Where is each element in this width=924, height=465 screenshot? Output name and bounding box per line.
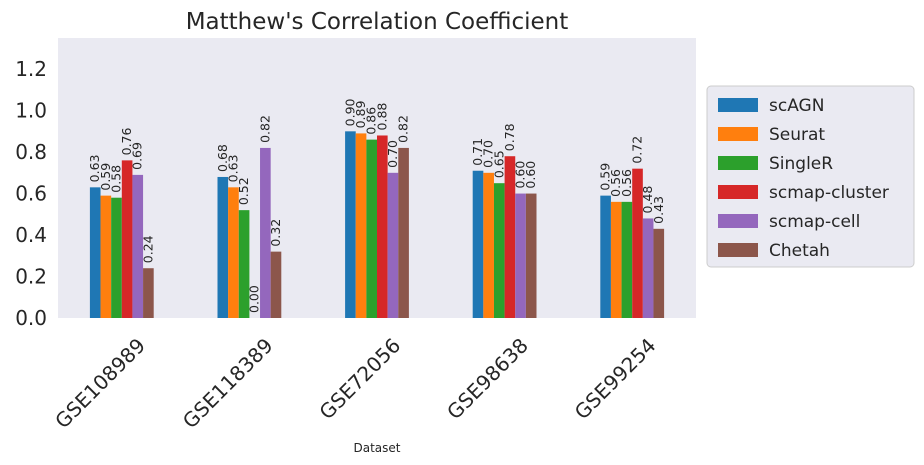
legend-swatch [718,127,758,141]
legend-label: Chetah [769,241,830,261]
data-label: 0.56 [608,169,623,197]
bar-Seurat-GSE72056 [355,133,367,318]
bar-scmap-cell-GSE108989 [132,174,144,318]
data-label: 0.82 [257,115,272,143]
x-axis-label: Dataset [354,441,401,455]
x-axis-ticks: GSE108989 GSE118389 GSE72056 GSE98638 GSE992… [50,333,660,433]
data-label: 0.76 [119,127,134,155]
bar-scmap-cluster-GSE99254 [632,168,643,318]
legend-swatch [718,98,758,112]
data-label: 0.52 [236,177,251,205]
data-label: 0.70 [385,140,400,168]
data-label: 0.48 [640,186,655,214]
data-label: 0.59 [598,163,613,191]
y-tick-label: 1.2 [15,57,47,81]
chart-title: Matthew's Correlation Coefficient [186,9,569,35]
legend-label: Seurat [769,125,825,145]
data-label: 0.68 [215,144,230,172]
legend: scAGN Seurat SingleR scmap-cluster scmap-cel… [706,85,915,268]
y-tick-label: 0.6 [15,182,47,206]
bars-group [89,131,665,318]
bar-scmap-cell-GSE98638 [515,193,526,318]
data-label: 0.43 [651,196,666,224]
bar-Seurat-GSE98638 [483,172,494,318]
data-label: 0.63 [87,154,102,182]
bar-SingleR-GSE99254 [621,201,633,318]
legend-swatch [718,214,758,228]
data-label: 0.56 [619,169,634,197]
y-axis-ticks: 0.0 0.2 0.4 0.6 0.8 1.0 1.2 [15,57,47,330]
data-label: 0.78 [502,123,517,151]
x-tick-label: GSE99254 [570,333,661,424]
data-label: 0.70 [481,140,496,168]
legend-swatch [718,243,758,257]
bar-Chetah-GSE72056 [398,147,409,318]
bar-Seurat-GSE99254 [610,201,622,318]
legend-label: SingleR [769,154,833,174]
bar-Chetah-GSE118389 [270,251,282,318]
data-label: 0.00 [247,285,262,313]
y-tick-label: 0.2 [15,265,47,289]
legend-swatch [718,156,758,170]
data-label: 0.88 [374,103,389,131]
bar-SingleR-GSE98638 [493,183,505,318]
data-labels-group: 0.630.590.580.760.690.240.680.630.520.00… [87,98,666,313]
y-tick-label: 0.8 [15,140,47,164]
bar-SingleR-GSE72056 [366,139,377,318]
bar-scAGN-GSE99254 [600,195,611,318]
bar-Seurat-GSE118389 [228,187,239,318]
legend-box [706,85,915,268]
data-label: 0.69 [130,142,145,170]
bar-scAGN-GSE98638 [472,170,484,318]
data-label: 0.60 [523,161,538,189]
y-tick-label: 1.0 [15,99,47,123]
bar-scmap-cluster-GSE98638 [504,156,516,318]
data-label: 0.89 [353,101,368,129]
bar-scmap-cell-GSE72056 [387,172,399,318]
data-label: 0.72 [630,136,645,164]
x-tick-label: GSE118389 [178,333,278,433]
data-label: 0.60 [513,161,528,189]
bar-scmap-cell-GSE99254 [642,218,654,318]
x-tick-label: GSE108989 [50,333,150,433]
x-tick-label: GSE98638 [442,333,533,424]
bar-Chetah-GSE98638 [525,193,537,318]
legend-label: scmap-cluster [769,183,889,203]
legend-label: scmap-cell [769,212,860,232]
bar-Seurat-GSE108989 [100,195,112,318]
bar-scmap-cluster-GSE72056 [377,135,388,318]
y-tick-label: 0.0 [15,306,47,330]
bar-scAGN-GSE72056 [345,131,356,318]
data-label: 0.82 [396,115,411,143]
bar-scAGN-GSE108989 [89,187,101,318]
bar-scAGN-GSE118389 [217,176,229,318]
y-tick-label: 0.4 [15,223,47,247]
bar-SingleR-GSE108989 [111,197,122,318]
bar-SingleR-GSE118389 [238,210,250,318]
data-label: 0.90 [342,98,357,126]
data-label: 0.59 [98,163,113,191]
legend-label: scAGN [769,96,824,116]
data-label: 0.32 [268,219,283,247]
legend-swatch [718,185,758,199]
data-label: 0.63 [225,154,240,182]
data-label: 0.24 [140,235,155,263]
data-label: 0.65 [491,150,506,178]
data-label: 0.86 [364,107,379,135]
bar-scmap-cell-GSE118389 [260,147,271,318]
x-tick-label: GSE72056 [314,333,405,424]
bar-Chetah-GSE108989 [143,268,154,318]
data-label: 0.58 [108,165,123,193]
bar-scmap-cluster-GSE108989 [121,160,133,318]
data-label: 0.71 [470,138,485,166]
bar-Chetah-GSE99254 [653,228,665,318]
